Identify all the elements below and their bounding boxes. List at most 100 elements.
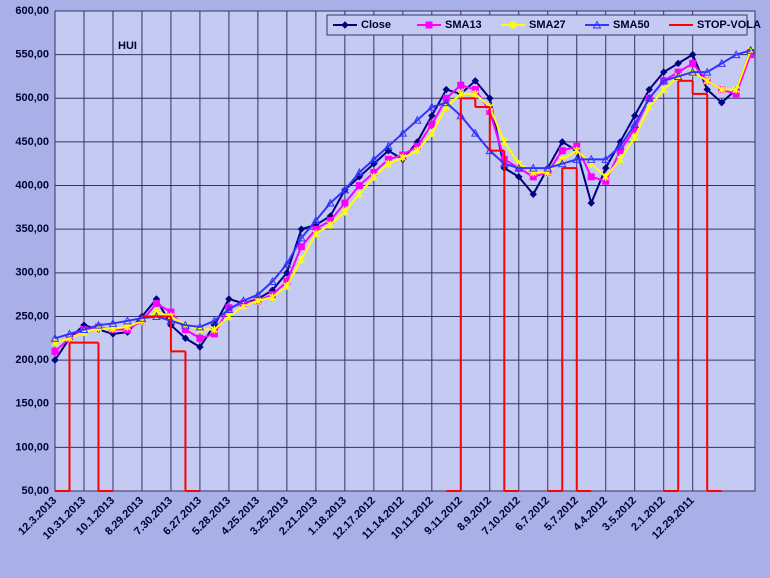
marker — [224, 304, 234, 313]
marker — [399, 153, 407, 162]
y-tick-label: 400,00 — [15, 179, 49, 191]
marker — [471, 77, 479, 85]
legend-box — [326, 14, 748, 36]
marker — [557, 159, 567, 168]
marker — [529, 168, 537, 177]
marker — [311, 215, 321, 224]
marker — [529, 190, 537, 198]
marker — [181, 334, 190, 342]
marker — [645, 85, 653, 94]
marker — [631, 133, 639, 142]
marker — [514, 163, 524, 172]
marker — [50, 333, 60, 342]
marker — [51, 356, 59, 364]
marker — [631, 112, 639, 120]
marker — [196, 334, 204, 342]
marker — [65, 329, 74, 338]
marker — [427, 102, 437, 111]
marker — [282, 259, 292, 268]
marker — [51, 347, 59, 355]
y-tick-label: 600,00 — [15, 5, 49, 17]
marker — [312, 229, 320, 238]
legend-label: STOP-VOLA — [697, 19, 761, 31]
marker — [587, 159, 595, 168]
marker — [355, 167, 364, 176]
marker — [181, 320, 190, 329]
marker — [137, 313, 147, 322]
marker — [587, 199, 595, 207]
marker — [731, 50, 741, 59]
marker — [412, 115, 422, 124]
marker — [500, 137, 508, 146]
marker — [528, 163, 538, 172]
marker — [688, 67, 698, 76]
marker — [659, 76, 669, 85]
grid — [54, 10, 755, 492]
marker — [601, 154, 611, 163]
marker — [369, 154, 379, 163]
marker — [659, 68, 668, 76]
marker — [341, 207, 349, 216]
marker — [210, 325, 218, 334]
legend-marker — [509, 21, 517, 29]
marker — [703, 76, 711, 85]
chart-title: HUI — [118, 40, 137, 52]
marker — [660, 85, 668, 94]
marker — [428, 120, 436, 128]
legend-marker — [341, 21, 349, 29]
legend-label: SMA50 — [613, 19, 650, 31]
marker — [196, 343, 204, 351]
y-tick-label: 500,00 — [15, 92, 49, 104]
legend-label: SMA27 — [529, 19, 566, 31]
marker — [457, 81, 465, 89]
marker — [326, 220, 334, 229]
marker — [79, 324, 89, 334]
marker — [384, 159, 392, 168]
marker — [355, 190, 363, 199]
marker — [65, 334, 74, 343]
marker — [297, 255, 305, 264]
marker — [602, 164, 610, 172]
marker — [441, 98, 451, 107]
marker — [326, 198, 335, 207]
marker — [195, 322, 205, 331]
marker — [355, 182, 363, 190]
marker — [587, 173, 595, 181]
marker — [573, 146, 581, 155]
marker — [283, 281, 291, 290]
marker — [123, 316, 132, 325]
marker — [674, 59, 682, 68]
marker — [558, 138, 566, 146]
marker — [383, 141, 393, 150]
y-tick-label: 250,00 — [15, 310, 49, 322]
marker — [341, 199, 349, 207]
marker — [210, 316, 219, 325]
marker — [268, 293, 276, 302]
marker — [645, 103, 653, 111]
plot-area — [54, 10, 756, 492]
y-tick-label: 150,00 — [15, 398, 49, 410]
y-tick-label: 350,00 — [15, 223, 49, 235]
legend-marker — [592, 20, 602, 29]
marker — [297, 243, 305, 251]
marker — [283, 269, 291, 277]
marker — [544, 168, 552, 177]
y-tick-label: 200,00 — [15, 354, 49, 366]
marker — [616, 147, 624, 155]
marker — [297, 233, 306, 242]
marker — [428, 112, 436, 120]
marker — [558, 147, 566, 155]
series-layer — [50, 45, 755, 492]
marker — [398, 128, 408, 137]
marker — [689, 59, 697, 67]
marker — [225, 312, 233, 321]
marker — [268, 276, 277, 286]
marker — [702, 67, 712, 76]
marker — [370, 172, 378, 181]
marker — [413, 146, 421, 155]
marker — [732, 85, 740, 94]
marker — [471, 89, 479, 98]
marker — [644, 93, 654, 102]
marker — [630, 119, 640, 128]
marker — [718, 85, 726, 94]
